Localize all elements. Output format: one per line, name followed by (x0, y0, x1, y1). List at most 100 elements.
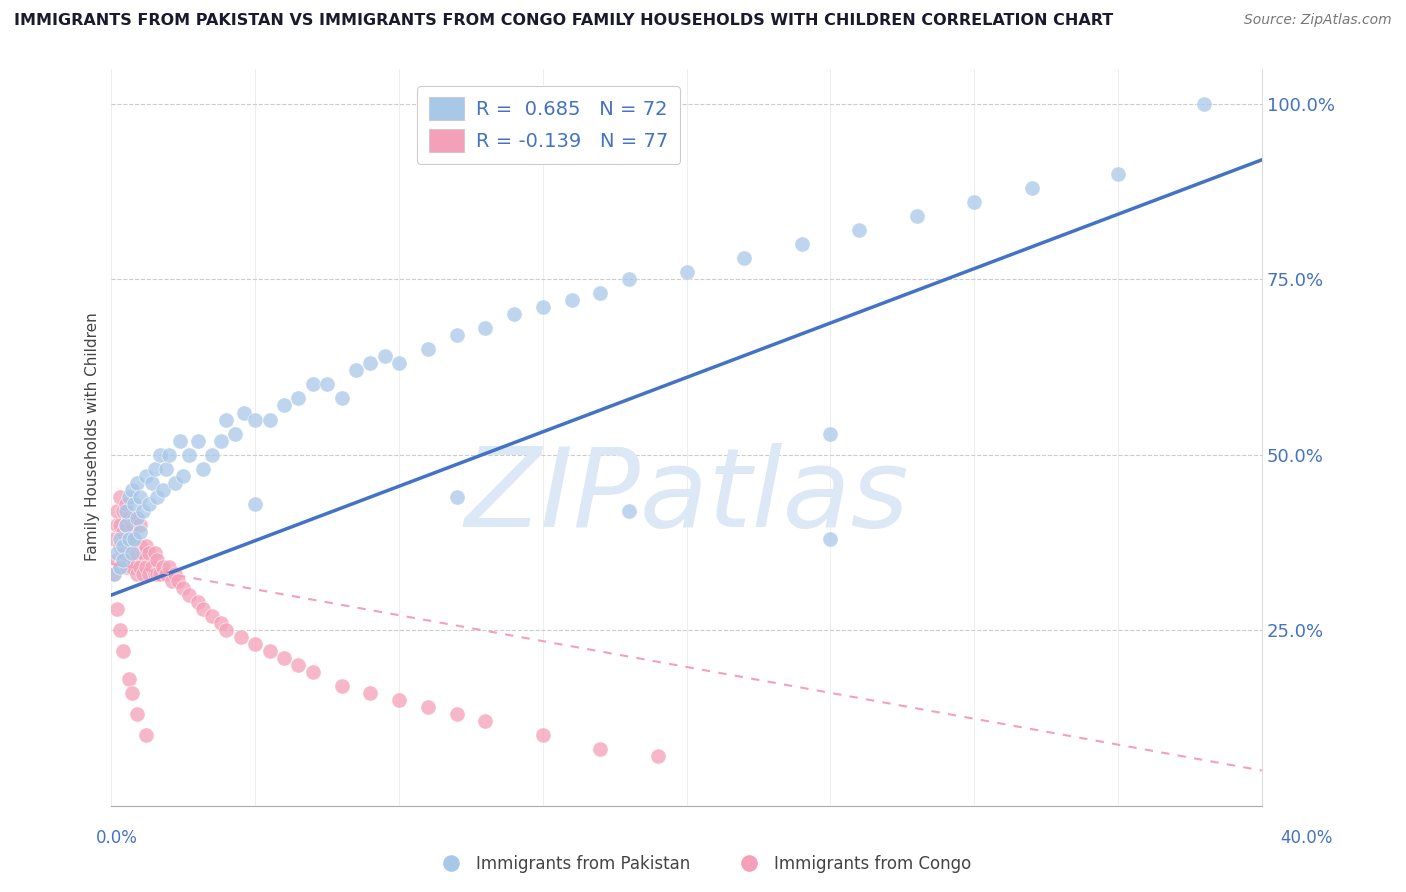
Point (446, 707, 468, 722)
Point (121, 686, 143, 700)
Point (146, 553, 169, 567)
Point (105, 546, 128, 560)
Point (118, 673, 141, 687)
Point (108, 560, 131, 574)
Point (316, 377, 339, 392)
Point (474, 714, 496, 729)
Point (111, 504, 134, 518)
Point (143, 546, 166, 560)
Point (121, 539, 143, 553)
Point (129, 517, 152, 532)
Point (103, 532, 125, 546)
Point (245, 412, 267, 426)
Point (172, 468, 194, 483)
Point (209, 616, 232, 631)
Point (152, 483, 174, 497)
Point (111, 546, 134, 560)
Point (287, 658, 309, 673)
Point (388, 356, 411, 370)
Point (108, 532, 131, 546)
Point (177, 448, 200, 462)
Point (1021, 181, 1043, 195)
Point (177, 588, 200, 602)
Y-axis label: Family Households with Children: Family Households with Children (86, 313, 100, 561)
Point (157, 560, 180, 574)
Point (273, 651, 295, 665)
Point (129, 539, 152, 553)
Point (108, 517, 131, 532)
Point (138, 497, 160, 511)
Point (118, 532, 141, 546)
Point (172, 581, 194, 595)
Point (124, 532, 146, 546)
Point (108, 560, 131, 574)
Point (1194, 96, 1216, 111)
Point (127, 546, 149, 560)
Point (127, 707, 149, 722)
Point (790, 237, 813, 252)
Point (963, 194, 986, 209)
Point (201, 609, 224, 624)
Point (121, 560, 143, 574)
Point (108, 623, 131, 637)
Point (344, 363, 367, 377)
Point (135, 560, 157, 574)
Point (132, 566, 155, 581)
Point (121, 546, 143, 560)
Point (259, 412, 281, 426)
Point (146, 566, 169, 581)
Point (273, 399, 295, 413)
Point (105, 517, 128, 532)
Text: 0.0%: 0.0% (96, 829, 138, 847)
Point (114, 517, 136, 532)
Point (301, 665, 323, 680)
Point (121, 483, 143, 497)
Point (531, 728, 554, 742)
Point (474, 321, 496, 335)
Point (416, 700, 439, 714)
Point (201, 448, 224, 462)
Legend: R =  0.685   N = 72, R = -0.139   N = 77: R = 0.685 N = 72, R = -0.139 N = 77 (418, 86, 679, 163)
Point (245, 637, 267, 651)
Point (138, 566, 160, 581)
Point (820, 532, 842, 546)
Point (105, 602, 128, 616)
Point (359, 356, 381, 370)
Point (152, 560, 174, 574)
Point (108, 490, 131, 504)
Point (129, 490, 152, 504)
Point (330, 679, 353, 693)
Point (163, 566, 186, 581)
Point (503, 307, 526, 321)
Point (114, 504, 136, 518)
Point (111, 553, 134, 567)
Point (149, 448, 172, 462)
Point (232, 405, 254, 419)
Point (103, 566, 125, 581)
Point (617, 504, 640, 518)
Point (163, 475, 186, 490)
Point (111, 644, 134, 658)
Point (114, 517, 136, 532)
Point (155, 566, 177, 581)
Point (215, 412, 238, 426)
Point (848, 223, 870, 237)
Point (301, 377, 323, 392)
Text: IMMIGRANTS FROM PAKISTAN VS IMMIGRANTS FROM CONGO FAMILY HOUSEHOLDS WITH CHILDRE: IMMIGRANTS FROM PAKISTAN VS IMMIGRANTS F… (14, 13, 1114, 29)
Point (143, 461, 166, 475)
Point (118, 553, 141, 567)
Point (124, 511, 146, 525)
Point (111, 524, 134, 539)
Point (124, 532, 146, 546)
Point (209, 434, 232, 448)
Point (114, 560, 136, 574)
Point (224, 426, 246, 441)
Point (105, 504, 128, 518)
Point (193, 602, 215, 616)
Point (374, 349, 396, 363)
Point (589, 286, 612, 301)
Point (359, 686, 381, 700)
Point (127, 511, 149, 525)
Point (121, 517, 143, 532)
Point (166, 574, 188, 588)
